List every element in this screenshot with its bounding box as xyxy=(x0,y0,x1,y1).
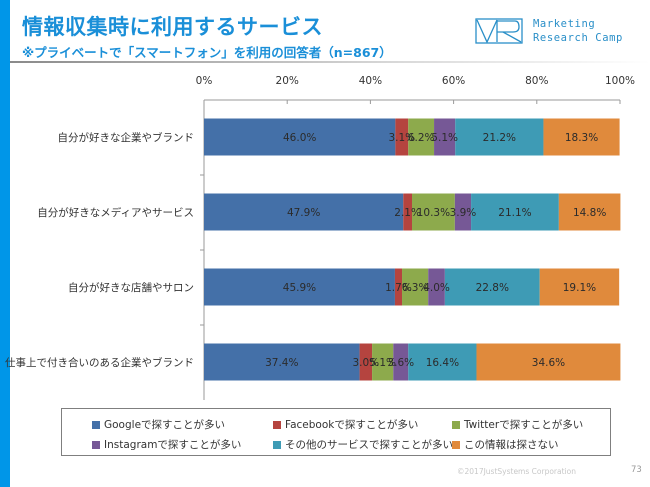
legend-item: Instagramで探すことが多い xyxy=(92,437,241,452)
legend-swatch-icon xyxy=(452,420,460,429)
x-tick-label: 60% xyxy=(442,75,465,87)
data-label: 5.1% xyxy=(369,357,396,369)
bar-segment xyxy=(204,193,404,231)
x-tick-label: 80% xyxy=(525,75,548,87)
data-label: 2.1% xyxy=(394,207,421,219)
data-label: 34.6% xyxy=(532,357,565,369)
bar-segment xyxy=(393,343,409,381)
stacked-bar-chart: 0% 20% 40% 60% 80% 100% 自分が好きな企業やブランド自分が好きなメデ… xyxy=(5,75,635,400)
data-label: 16.4% xyxy=(426,357,459,369)
slide-subtitle: ※プライベートで「スマートフォン」を利用の回答者（n=867） xyxy=(22,45,392,60)
logo-text: Marketing Research Camp xyxy=(533,17,623,45)
legend-item: Googleで探すことが多い xyxy=(92,417,225,432)
data-label: 3.6% xyxy=(387,357,414,369)
bar-segment xyxy=(434,118,456,156)
x-tick-label: 20% xyxy=(276,75,299,87)
accent-stripe xyxy=(0,0,10,487)
logo-line-2: Research Camp xyxy=(533,32,623,44)
data-label: 45.9% xyxy=(283,282,316,294)
bar-segment xyxy=(359,343,373,381)
category-label: 自分が好きな店舗やサロン xyxy=(68,281,194,294)
data-labels: 46.0% 3.1%6.2%5.1% 21.2% 18.3%47.9% 2.1%10.3… xyxy=(265,132,606,369)
bar-segment xyxy=(204,118,396,156)
bar-segment xyxy=(394,268,403,306)
data-label: 37.4% xyxy=(265,357,298,369)
bar-segment xyxy=(455,118,544,156)
bar-segment xyxy=(454,193,472,231)
legend-item: この情報は探さない xyxy=(452,437,559,452)
legend-item: その他のサービスで探すことが多い xyxy=(273,437,453,452)
legend-item: Twitterで探すことが多い xyxy=(452,417,583,432)
data-label: 14.8% xyxy=(573,207,606,219)
legend-swatch-icon xyxy=(452,440,460,449)
bar-segment xyxy=(539,268,620,306)
data-label: 6.3% xyxy=(402,282,429,294)
category-label: 自分が好きなメディアやサービス xyxy=(37,206,194,219)
bar-segment xyxy=(204,268,395,306)
legend-swatch-icon xyxy=(273,440,281,449)
legend-label: Googleで探すことが多い xyxy=(104,419,226,431)
bar-segment xyxy=(395,118,409,156)
data-label: 19.1% xyxy=(563,282,596,294)
bar-segment xyxy=(412,193,455,231)
x-tick-label: 100% xyxy=(605,75,635,87)
bar-segment xyxy=(558,193,621,231)
bar-segment xyxy=(372,343,394,381)
data-label: 18.3% xyxy=(565,132,598,144)
data-label: 5.1% xyxy=(431,132,458,144)
logo-line-1: Marketing xyxy=(533,18,596,30)
data-label: 4.0% xyxy=(423,282,450,294)
data-label: 21.2% xyxy=(483,132,516,144)
legend-swatch-icon xyxy=(92,440,100,449)
data-label: 47.9% xyxy=(287,207,320,219)
bar-segment xyxy=(408,118,435,156)
legend-swatch-icon xyxy=(273,420,281,429)
legend-label: Facebookで探すことが多い xyxy=(285,419,419,431)
x-tick-label: 40% xyxy=(359,75,382,87)
data-label: 3.1% xyxy=(388,132,415,144)
chart-legend: Googleで探すことが多い Facebookで探すことが多い Twitterで探す… xyxy=(61,408,611,456)
legend-label: その他のサービスで探すことが多い xyxy=(285,439,453,451)
data-label: 10.3% xyxy=(417,207,450,219)
category-labels: 自分が好きな企業やブランド自分が好きなメディアやサービス自分が好きな店舗やサロン… xyxy=(5,131,194,369)
category-label: 自分が好きな企業やブランド xyxy=(58,131,195,144)
bar-segment xyxy=(444,268,540,306)
x-tick-label: 0% xyxy=(196,75,213,87)
bar-segment xyxy=(408,343,477,381)
header-divider xyxy=(10,61,650,63)
page-number: 73 xyxy=(631,465,642,475)
bar-segment xyxy=(543,118,620,156)
data-label: 46.0% xyxy=(283,132,316,144)
bar-segment xyxy=(476,343,621,381)
copyright: ©2017JustSystems Corporation xyxy=(457,467,576,476)
bar-segment xyxy=(204,343,360,381)
legend-item: Facebookで探すことが多い xyxy=(273,417,418,432)
data-label: 21.1% xyxy=(498,207,531,219)
legend-swatch-icon xyxy=(92,420,100,429)
slide-title: 情報収集時に利用するサービス xyxy=(22,15,323,39)
bars xyxy=(204,118,621,381)
legend-label: Twitterで探すことが多い xyxy=(464,419,584,431)
data-label: 3.9% xyxy=(450,207,477,219)
bar-segment xyxy=(403,193,412,231)
bar-segment xyxy=(428,268,445,306)
bar-segment xyxy=(402,268,429,306)
data-label: 1.7% xyxy=(385,282,412,294)
data-label: 3.0% xyxy=(352,357,379,369)
bar-segment xyxy=(471,193,559,231)
category-label: 仕事上で付き合いのある企業やブランド xyxy=(5,356,194,369)
mrc-logo-icon xyxy=(475,18,523,44)
legend-label: この情報は探さない xyxy=(464,439,559,451)
legend-label: Instagramで探すことが多い xyxy=(104,439,242,451)
data-label: 6.2% xyxy=(408,132,435,144)
data-label: 22.8% xyxy=(476,282,509,294)
